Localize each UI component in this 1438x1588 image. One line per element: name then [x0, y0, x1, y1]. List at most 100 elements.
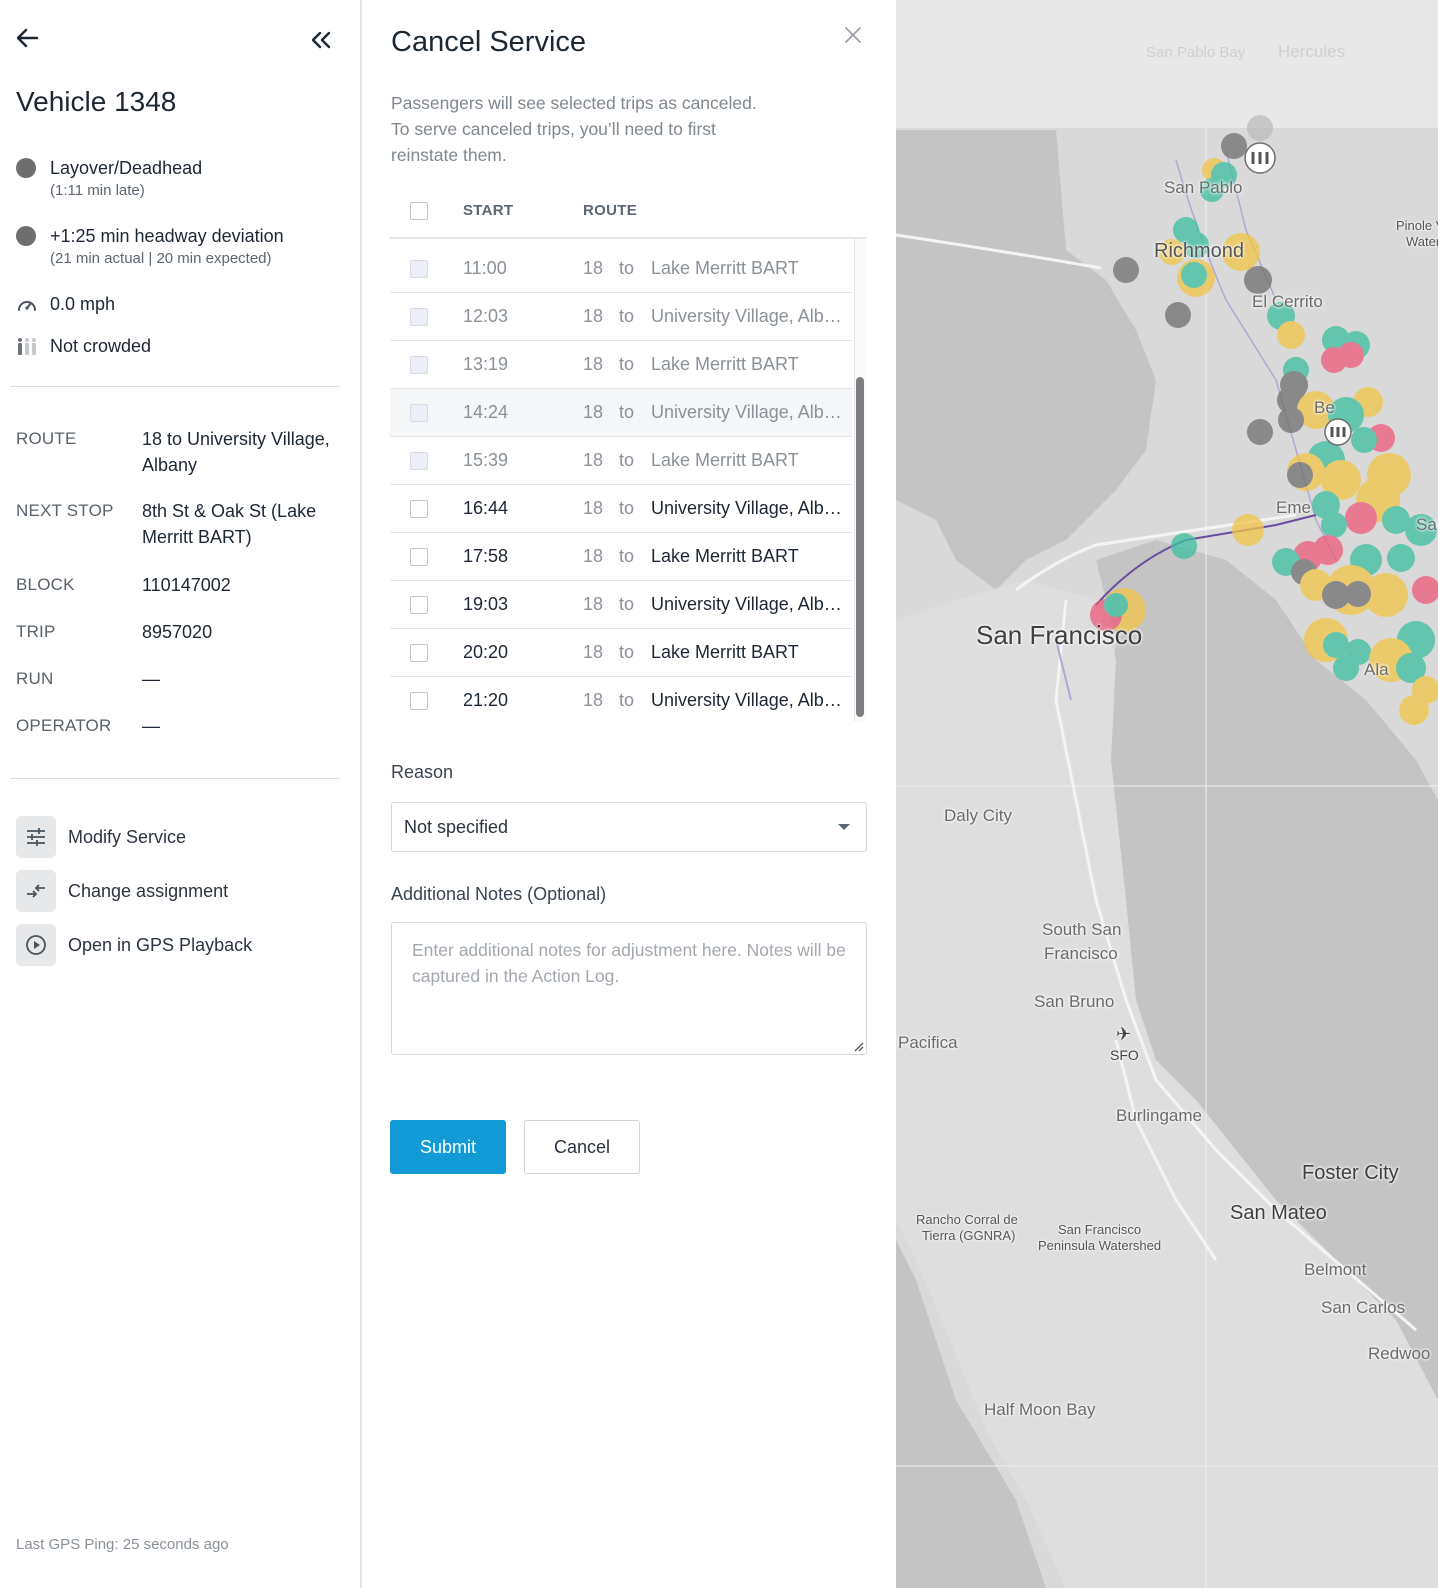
- table-row[interactable]: 12:03 18 to University Village, Albany: [390, 293, 852, 341]
- detail-value: —: [142, 716, 160, 736]
- close-icon[interactable]: [840, 22, 866, 48]
- detail-value: 110147002: [142, 575, 231, 595]
- trip-destination: Lake Merritt BART: [651, 642, 799, 662]
- trip-to: to: [619, 450, 635, 470]
- detail-value: 18 to University Village, Albany: [142, 429, 330, 475]
- table-row[interactable]: 16:44 18 to University Village, Albany: [390, 485, 852, 533]
- map-label: Richmond: [1154, 240, 1245, 262]
- map-label: Hercules: [1278, 42, 1346, 61]
- description-line: To serve canceled trips, you’ll need to …: [391, 119, 716, 139]
- crowding-row: Not crowded: [16, 336, 151, 357]
- column-header-route: ROUTE: [583, 202, 637, 219]
- trip-route: 18: [583, 354, 604, 374]
- detail-label: BLOCK: [16, 575, 75, 594]
- detail-operator: OPERATOR —: [16, 713, 346, 739]
- table-row[interactable]: 21:20 18 to University Village, Albany: [390, 677, 852, 721]
- collapse-panel-icon[interactable]: [306, 26, 336, 54]
- map-label: San Francisco: [976, 620, 1143, 650]
- table-row[interactable]: 11:00 18 to Lake Merritt BART: [390, 245, 852, 293]
- detail-value: —: [142, 669, 160, 689]
- trip-destination: University Village, Albany: [651, 594, 843, 614]
- row-checkbox[interactable]: [410, 595, 428, 614]
- trip-destination: University Village, Albany: [651, 306, 843, 326]
- vehicle-panel: Vehicle 1348 Layover/Deadhead (1:11 min …: [0, 0, 362, 1588]
- back-arrow-icon[interactable]: [12, 24, 42, 52]
- map-label: San Pablo: [1164, 178, 1243, 197]
- table-row[interactable]: 17:58 18 to Lake Merritt BART: [390, 533, 852, 581]
- row-checkbox[interactable]: [410, 643, 428, 662]
- map-label: Francisco: [1044, 944, 1118, 963]
- trip-destination: University Village, Albany: [651, 498, 843, 518]
- divider: [10, 386, 340, 387]
- select-all-checkbox[interactable]: [410, 201, 428, 220]
- scrollbar[interactable]: [854, 239, 866, 721]
- trip-start: 14:24: [463, 402, 509, 422]
- map[interactable]: San Pablo Bay Hercules San Pablo Pinole …: [896, 0, 1438, 1588]
- modify-service-button[interactable]: Modify Service: [16, 816, 186, 858]
- status-dot-icon: [16, 158, 36, 178]
- speed-value: 0.0 mph: [50, 294, 116, 314]
- map-label: San Pablo Bay: [1146, 44, 1246, 61]
- cancel-service-title: Cancel Service: [391, 26, 587, 58]
- trip-destination: Lake Merritt BART: [651, 546, 799, 566]
- speedometer-icon: [18, 300, 36, 311]
- cancel-button[interactable]: Cancel: [524, 1120, 640, 1174]
- cancel-description: Passengers will see selected trips as ca…: [391, 90, 811, 168]
- status-sub: (1:11 min late): [50, 182, 145, 199]
- resize-handle-icon[interactable]: [852, 1040, 864, 1052]
- status-main: +1:25 min headway deviation: [50, 226, 284, 246]
- map-label: Tierra (GGNRA): [922, 1228, 1016, 1243]
- table-row[interactable]: 20:20 18 to Lake Merritt BART: [390, 629, 852, 677]
- row-checkbox[interactable]: [410, 547, 428, 566]
- detail-label: ROUTE: [16, 429, 77, 448]
- submit-button[interactable]: Submit: [390, 1120, 506, 1174]
- table-header: START ROUTE: [390, 184, 866, 238]
- row-checkbox[interactable]: [410, 307, 428, 326]
- status-sub: (21 min actual | 20 min expected): [50, 250, 272, 267]
- detail-label: NEXT STOP: [16, 501, 114, 520]
- swap-icon: [16, 870, 56, 912]
- detail-block: BLOCK 110147002: [16, 572, 346, 598]
- map-label: Daly City: [944, 806, 1013, 825]
- reason-label: Reason: [391, 762, 454, 782]
- notes-textarea[interactable]: [391, 922, 867, 1055]
- status-main: Layover/Deadhead: [50, 158, 203, 178]
- action-label: Open in GPS Playback: [68, 934, 253, 955]
- trip-to: to: [619, 594, 635, 614]
- row-checkbox[interactable]: [410, 499, 428, 518]
- status-headway: +1:25 min headway deviation (21 min actu…: [16, 224, 284, 270]
- detail-value: 8th St & Oak St (Lake Merritt BART): [142, 501, 317, 547]
- trip-destination: Lake Merritt BART: [651, 450, 799, 470]
- table-row[interactable]: 15:39 18 to Lake Merritt BART: [390, 437, 852, 485]
- trip-route: 18: [583, 402, 604, 422]
- divider: [10, 778, 340, 779]
- vehicle-markers[interactable]: [896, 0, 1438, 1588]
- row-checkbox[interactable]: [410, 403, 428, 422]
- reason-select[interactable]: Not specified: [391, 802, 867, 852]
- trip-destination: Lake Merritt BART: [651, 354, 799, 374]
- row-checkbox[interactable]: [410, 691, 428, 710]
- trip-route: 18: [583, 450, 604, 470]
- trip-destination: University Village, Albany: [651, 402, 843, 422]
- detail-route: ROUTE 18 to University Village, Albany: [16, 426, 346, 478]
- table-row[interactable]: 19:03 18 to University Village, Albany: [390, 581, 852, 629]
- row-checkbox[interactable]: [410, 355, 428, 374]
- detail-next-stop: NEXT STOP 8th St & Oak St (Lake Merritt …: [16, 498, 346, 550]
- scrollbar-thumb[interactable]: [856, 377, 864, 717]
- row-checkbox[interactable]: [410, 451, 428, 470]
- map-label: San Mateo: [1230, 1202, 1327, 1224]
- row-checkbox[interactable]: [410, 259, 428, 278]
- trip-start: 12:03: [463, 306, 509, 326]
- crowding-icon: [18, 337, 36, 355]
- gps-playback-button[interactable]: Open in GPS Playback: [16, 924, 252, 966]
- trip-route: 18: [583, 306, 604, 326]
- trip-to: to: [619, 642, 635, 662]
- description-line: reinstate them.: [391, 145, 507, 165]
- table-row[interactable]: 13:19 18 to Lake Merritt BART: [390, 341, 852, 389]
- table-row[interactable]: 14:24 18 to University Village, Albany: [390, 389, 852, 437]
- trip-start: 15:39: [463, 450, 509, 470]
- trip-route: 18: [583, 594, 604, 614]
- change-assignment-button[interactable]: Change assignment: [16, 870, 228, 912]
- detail-label: TRIP: [16, 622, 56, 641]
- trip-list[interactable]: 11:00 18 to Lake Merritt BART 12:03 18 t…: [390, 238, 866, 721]
